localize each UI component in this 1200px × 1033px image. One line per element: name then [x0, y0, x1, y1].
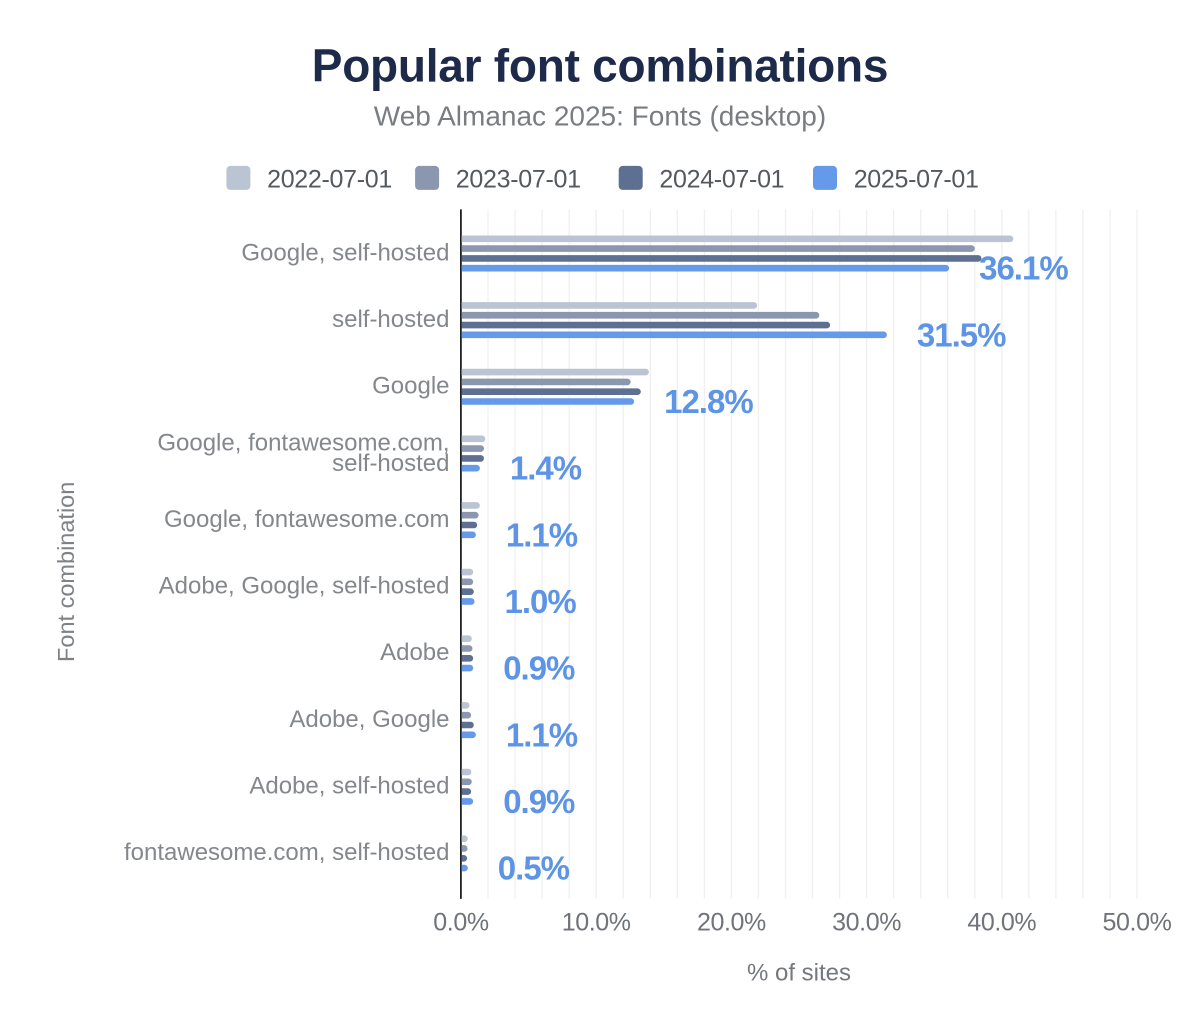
svg-text:0.5%: 0.5%: [498, 850, 570, 887]
svg-text:fontawesome.com, self-hosted: fontawesome.com, self-hosted: [124, 839, 450, 866]
svg-text:36.1%: 36.1%: [979, 250, 1068, 287]
svg-text:Popular font combinations: Popular font combinations: [312, 40, 888, 92]
svg-text:2024-07-01: 2024-07-01: [659, 166, 784, 194]
svg-text:2022-07-01: 2022-07-01: [267, 166, 392, 194]
svg-text:Google, fontawesome.com: Google, fontawesome.com: [164, 506, 449, 533]
svg-text:12.8%: 12.8%: [664, 383, 753, 420]
svg-text:Font combination: Font combination: [53, 482, 79, 662]
svg-text:2023-07-01: 2023-07-01: [456, 166, 581, 194]
svg-text:Web Almanac 2025: Fonts (deskt: Web Almanac 2025: Fonts (desktop): [374, 101, 826, 132]
svg-text:self-hosted: self-hosted: [332, 306, 449, 333]
svg-text:0.9%: 0.9%: [503, 650, 575, 687]
svg-text:Google: Google: [372, 373, 449, 400]
svg-text:20.0%: 20.0%: [697, 909, 766, 937]
svg-text:40.0%: 40.0%: [967, 909, 1036, 937]
svg-text:Google, fontawesome.com,: Google, fontawesome.com,: [157, 429, 449, 456]
svg-text:2025-07-01: 2025-07-01: [854, 166, 979, 194]
svg-text:1.4%: 1.4%: [510, 450, 582, 487]
svg-text:Adobe, self-hosted: Adobe, self-hosted: [249, 773, 449, 800]
svg-text:1.0%: 1.0%: [505, 583, 577, 620]
svg-text:30.0%: 30.0%: [832, 909, 901, 937]
svg-text:Adobe, Google: Adobe, Google: [289, 706, 449, 733]
svg-text:Adobe, Google, self-hosted: Adobe, Google, self-hosted: [159, 573, 450, 600]
svg-text:Adobe: Adobe: [380, 639, 449, 666]
svg-text:1.1%: 1.1%: [506, 516, 578, 553]
svg-text:Google, self-hosted: Google, self-hosted: [241, 239, 449, 266]
svg-text:1.1%: 1.1%: [506, 716, 578, 753]
svg-text:0.9%: 0.9%: [503, 783, 575, 820]
svg-text:50.0%: 50.0%: [1103, 909, 1172, 937]
svg-text:% of sites: % of sites: [747, 960, 851, 987]
svg-text:31.5%: 31.5%: [917, 316, 1006, 353]
svg-text:10.0%: 10.0%: [562, 909, 631, 937]
svg-text:0.0%: 0.0%: [433, 909, 489, 937]
svg-text:self-hosted: self-hosted: [332, 450, 449, 477]
